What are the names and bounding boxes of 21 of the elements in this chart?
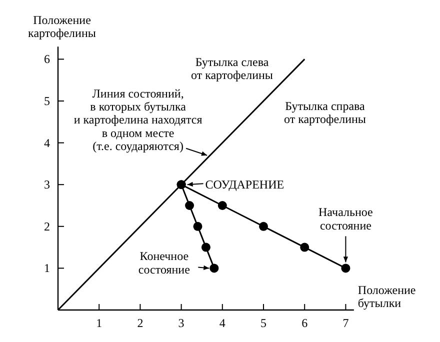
y-axis-title: Положение картофелины: [28, 13, 96, 40]
annotation: Бутылка справа от картофелины: [284, 99, 366, 126]
y-tick-label: 5: [44, 94, 50, 108]
x-tick-label: 1: [96, 316, 102, 330]
annotation: Линия состояний, в которых бутылка и картофелина находятся в одном месте (т.е. соударяются): [74, 86, 203, 154]
x-tick-label: 2: [137, 316, 144, 330]
y-tick-label: 2: [44, 219, 50, 234]
x-axis-title: Положение бутылки: [358, 283, 416, 310]
y-tick-label: 3: [44, 178, 50, 192]
x-tick-label: 6: [302, 316, 308, 330]
annotation: Начальное состояние: [318, 205, 373, 232]
annotation: Конечное состояние: [138, 249, 190, 276]
annotation: Бутылка слева от картофелины: [191, 55, 273, 82]
annotation: СОУДАРЕНИЕ: [205, 178, 284, 192]
x-tick-label: 3: [178, 316, 184, 330]
x-tick-label: 5: [260, 316, 266, 330]
x-tick-label: 7: [342, 316, 349, 330]
y-tick-label: 1: [44, 261, 50, 276]
x-tick-label: 4: [219, 316, 226, 330]
y-tick-label: 6: [44, 52, 50, 66]
y-tick-label: 4: [44, 136, 50, 150]
